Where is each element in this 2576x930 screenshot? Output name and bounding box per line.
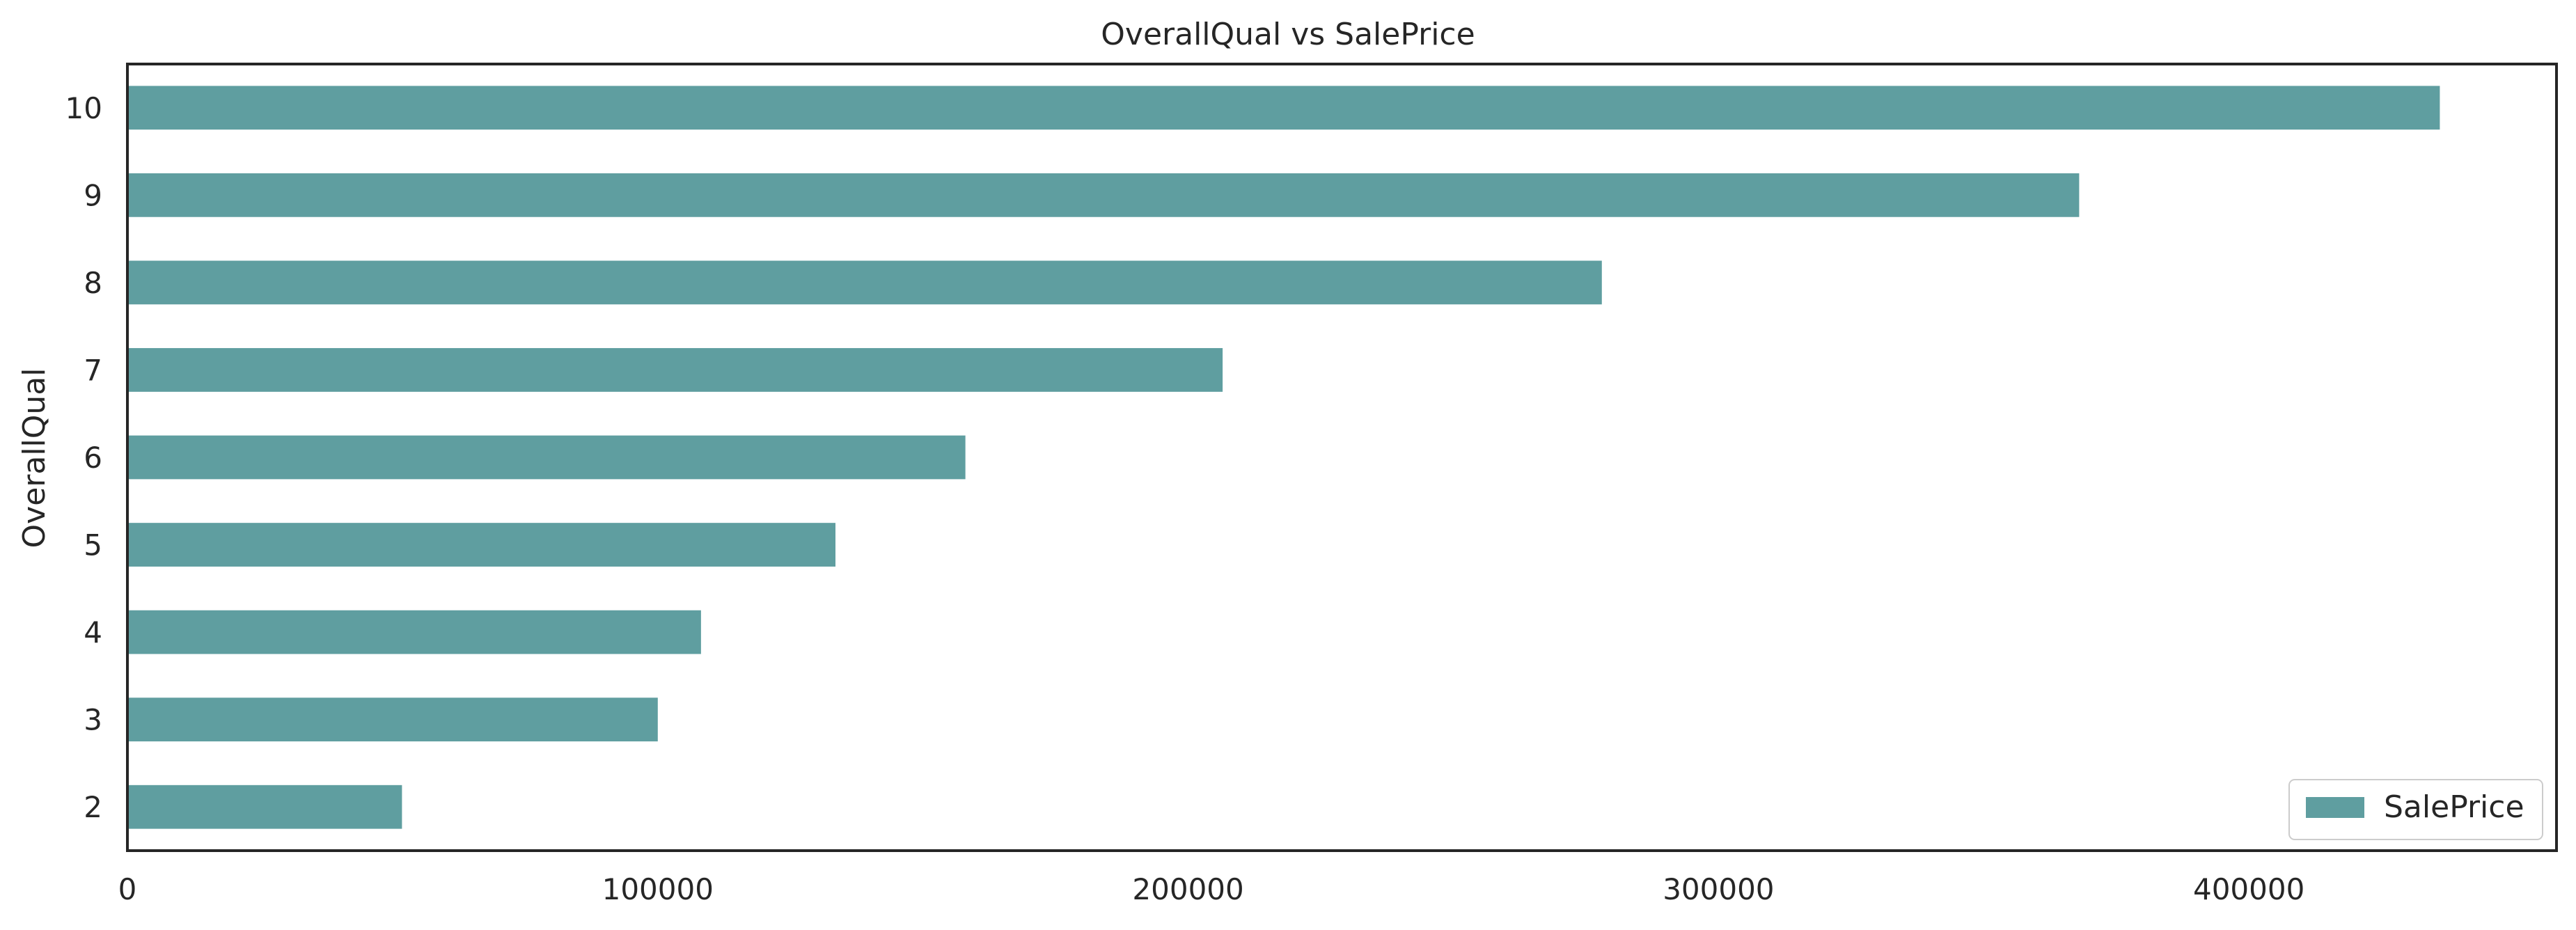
y-tick-label-9: 9: [84, 178, 102, 212]
y-tick-labels: 2 3 4 5 6 7 8 9 10: [65, 91, 102, 824]
plot-frame: [126, 63, 2558, 852]
bar-3: [127, 698, 658, 742]
y-tick-label-5: 5: [84, 528, 102, 562]
bar-5: [127, 523, 835, 567]
x-tick-label-400000: 400000: [2193, 872, 2304, 906]
legend-box: [2288, 779, 2543, 840]
bar-8: [127, 260, 1602, 305]
bar-10: [127, 86, 2440, 130]
y-axis-label: OverallQual: [17, 368, 52, 549]
x-tick-label-0: 0: [118, 872, 137, 906]
y-tick-label-8: 8: [84, 266, 102, 300]
bar-4: [127, 610, 701, 654]
bar-9: [127, 173, 2080, 217]
chart-title: OverallQual vs SalePrice: [1101, 17, 1475, 52]
legend-swatch: [2306, 797, 2364, 818]
bar-6: [127, 435, 966, 480]
x-tick-labels: 0 100000 200000 300000 400000: [118, 872, 2305, 906]
y-tick-label-7: 7: [84, 353, 102, 387]
y-tick-label-6: 6: [84, 441, 102, 475]
y-tick-label-3: 3: [84, 703, 102, 737]
x-tick-label-100000: 100000: [602, 872, 714, 906]
legend: SalePrice: [2288, 779, 2543, 840]
y-tick-label-4: 4: [84, 615, 102, 649]
legend-label-saleprice: SalePrice: [2384, 789, 2524, 825]
y-tick-label-2: 2: [84, 790, 102, 824]
x-tick-label-300000: 300000: [1663, 872, 1774, 906]
bar-7: [127, 348, 1223, 392]
bar-2: [127, 785, 402, 829]
x-tick-label-200000: 200000: [1132, 872, 1243, 906]
bars-layer: [127, 86, 2440, 829]
y-tick-label-10: 10: [65, 91, 102, 125]
